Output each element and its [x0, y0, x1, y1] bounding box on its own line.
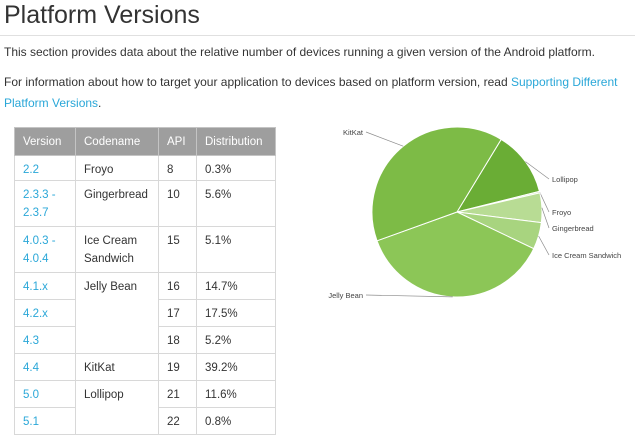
- api-cell: 18: [158, 326, 197, 354]
- table-row: 4.4 KitKat 19 39.2%: [14, 353, 276, 381]
- leader-line: [365, 294, 453, 298]
- version-link[interactable]: 2.2: [14, 155, 76, 181]
- leader-line: [538, 235, 550, 256]
- slice-label: Ice Cream Sandwich: [552, 251, 621, 260]
- table-row: 4.2.x 17 17.5%: [14, 299, 276, 327]
- codename-cell: KitKat: [75, 353, 159, 381]
- version-link[interactable]: 5.1: [14, 407, 76, 435]
- slice-label: KitKat: [343, 128, 364, 137]
- distribution-cell: 11.6%: [196, 380, 276, 408]
- version-link[interactable]: 4.2.x: [14, 299, 76, 327]
- table-row: 4.1.x Jelly Bean 16 14.7%: [14, 272, 276, 354]
- table-row: 2.3.3 - 2.3.7 Gingerbread 10 5.6%: [14, 180, 276, 227]
- pie-slice-kitkat: [371, 126, 502, 242]
- leader-line: [365, 131, 404, 147]
- codename-cell: Froyo: [75, 155, 159, 181]
- api-cell: 8: [158, 155, 197, 181]
- api-cell: 19: [158, 353, 197, 381]
- table-row: 4.0.3 - 4.0.4 Ice Cream Sandwich 15 5.1%: [14, 226, 276, 273]
- codename-cell: Jelly Bean: [75, 272, 159, 354]
- api-cell: 21: [158, 380, 197, 408]
- api-cell: 15: [158, 226, 197, 273]
- page-title: Platform Versions: [4, 1, 200, 29]
- version-link[interactable]: 4.1.x: [14, 272, 76, 300]
- distribution-cell: 5.6%: [196, 180, 276, 227]
- table-row: 4.3 18 5.2%: [14, 326, 276, 354]
- distribution-cell: 17.5%: [196, 299, 276, 327]
- slice-label: Jelly Bean: [328, 291, 363, 300]
- api-cell: 16: [158, 272, 197, 300]
- info-suffix: .: [98, 96, 102, 110]
- table-row: 5.0 Lollipop 21 11.6%: [14, 380, 276, 435]
- leader-line: [541, 207, 550, 229]
- header-api: API: [158, 127, 197, 156]
- table-row: 2.2 Froyo 8 0.3%: [14, 155, 276, 181]
- codename-cell: Gingerbread: [75, 180, 159, 227]
- api-cell: 17: [158, 299, 197, 327]
- codename-cell: Lollipop: [75, 380, 159, 435]
- table-row: 5.1 22 0.8%: [14, 407, 276, 435]
- leader-line: [525, 161, 550, 180]
- table-header-row: Version Codename API Distribution: [14, 127, 276, 156]
- version-link[interactable]: 5.0: [14, 380, 76, 408]
- info-paragraph: For information about how to target your…: [4, 72, 624, 114]
- distribution-cell: 0.3%: [196, 155, 276, 181]
- api-cell: 10: [158, 180, 197, 227]
- codename-cell: Ice Cream Sandwich: [75, 226, 159, 273]
- distribution-cell: 39.2%: [196, 353, 276, 381]
- distribution-cell: 5.1%: [196, 226, 276, 273]
- title-divider: [0, 35, 635, 36]
- intro-paragraph: This section provides data about the rel…: [4, 45, 596, 59]
- header-version: Version: [14, 127, 76, 156]
- slice-label: Froyo: [552, 208, 571, 217]
- distribution-cell: 14.7%: [196, 272, 276, 300]
- pie-slice-lollipop: [455, 138, 541, 213]
- version-link[interactable]: 4.4: [14, 353, 76, 381]
- supporting-versions-link[interactable]: Supporting Different Platform Versions: [4, 75, 618, 110]
- api-cell: 22: [158, 407, 197, 435]
- distribution-cell: 5.2%: [196, 326, 276, 354]
- distribution-cell: 0.8%: [196, 407, 276, 435]
- version-link[interactable]: 2.3.3 - 2.3.7: [14, 180, 76, 227]
- slice-label: Lollipop: [552, 175, 578, 184]
- distribution-pie-chart: Lollipop Froyo Gingerbread Ice Cream Sandwi…: [328, 126, 621, 300]
- header-distribution: Distribution: [196, 127, 276, 156]
- header-codename: Codename: [75, 127, 159, 156]
- slice-label: Gingerbread: [552, 224, 594, 233]
- info-text: For information about how to target your…: [4, 75, 511, 89]
- version-link[interactable]: 4.3: [14, 326, 76, 354]
- leader-line: [539, 192, 550, 213]
- version-link[interactable]: 4.0.3 - 4.0.4: [14, 226, 76, 273]
- pie-slice-jelly-bean: [376, 211, 535, 298]
- versions-table: Version Codename API Distribution 2.2 Fr…: [14, 127, 276, 435]
